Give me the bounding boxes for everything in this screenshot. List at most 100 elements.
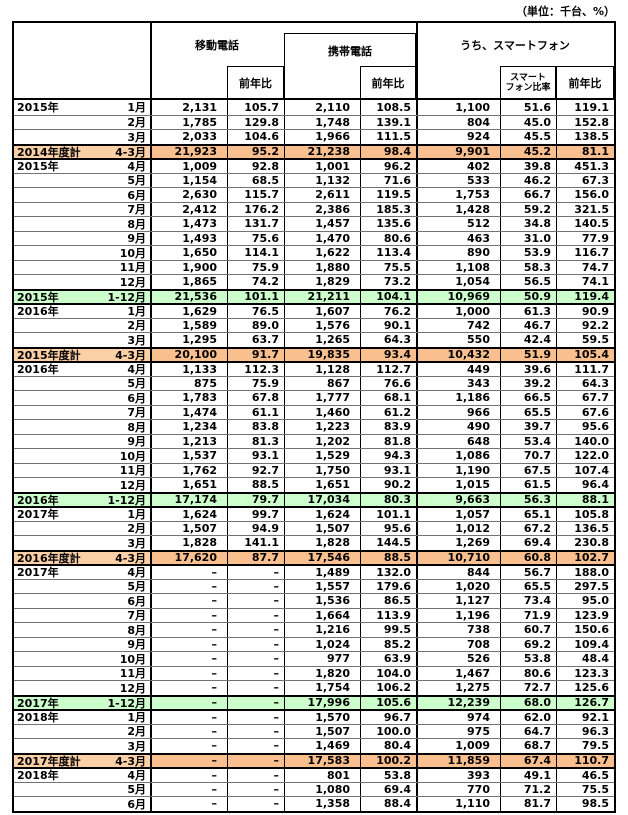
smartphone-ratio-cell: 80.6 [500,666,556,680]
cellphone-yoy-cell: 94.3 [360,449,416,463]
month-label: 2月 [127,319,146,332]
header-smartphone-ratio-line1: スマート [510,72,546,83]
mobile-yoy-cell: – [227,652,284,666]
mobile-yoy-cell: 76.5 [227,305,284,318]
smartphone-value-cell: 10,710 [416,551,500,564]
table-row: 2月 1,785 129.8 1,748 139.1 804 45.0 152.8 [14,114,614,129]
cellphone-value-cell: 1,624 [284,508,360,521]
smartphone-yoy-cell: 98.5 [556,797,614,811]
table-row: 9月 1,213 81.3 1,202 81.8 648 53.4 140.0 [14,433,614,448]
month-label: 1月 [127,711,146,724]
smartphone-value-cell: 9,663 [416,493,500,506]
mobile-yoy-cell: – [227,724,284,738]
period-cell: 10月 [14,652,150,666]
mobile-value-cell: 1,650 [150,246,227,260]
smartphone-ratio-cell: 62.0 [500,711,556,724]
mobile-value-cell: – [150,594,227,608]
cellphone-value-cell: 1,080 [284,782,360,796]
header-cell-phone-label: 携帯電話 [328,44,372,58]
cellphone-yoy-cell: 80.6 [360,231,416,245]
shipment-statistics-table: 移動電話 うち、スマートフォン 携帯電話 前年比 前年比 スマート フォン比率 … [12,21,616,813]
table-row: 2015年 1-12月 21,536 101.1 21,211 104.1 10,969 50… [14,288,614,303]
year-label: 2016年度計 [17,551,81,564]
month-label: 9月 [127,638,146,651]
cellphone-value-cell: 1,469 [284,739,360,753]
month-label: 4-3月 [115,754,146,767]
table-row: 2017年 1-12月 – –17,996 105.6 12,239 68.0 126.7 [14,694,614,709]
smartphone-ratio-cell: 65.5 [500,405,556,419]
mobile-value-cell: 1,828 [150,536,227,550]
month-label: 12月 [119,681,146,695]
mobile-yoy-cell: 81.3 [227,434,284,448]
period-cell: 11月 [14,464,150,477]
month-label: 1-12月 [107,290,146,303]
month-label: 6月 [127,391,146,405]
month-label: 1-12月 [107,696,146,709]
table-row: 6月 1,783 67.8 1,777 68.1 1,186 66.5 67.7 [14,390,614,405]
mobile-value-cell: 1,651 [150,478,227,492]
cellphone-yoy-cell: 93.4 [360,348,416,361]
month-label: 3月 [127,130,146,144]
mobile-yoy-cell: – [227,579,284,593]
smartphone-ratio-cell: 39.8 [500,160,556,173]
smartphone-value-cell: 966 [416,405,500,419]
cellphone-value-cell: 17,546 [284,551,360,564]
cellphone-yoy-cell: 86.5 [360,594,416,608]
smartphone-value-cell: 1,012 [416,521,500,535]
mobile-value-cell: 1,507 [150,521,227,535]
mobile-value-cell: 1,783 [150,391,227,405]
month-label: 7月 [127,203,146,216]
smartphone-yoy-cell: 152.8 [556,115,614,129]
cellphone-yoy-cell: 101.1 [360,508,416,521]
cellphone-value-cell: 2,386 [284,202,360,216]
table-row: 5月 1,154 68.5 1,132 71.6 533 46.2 67.3 [14,172,614,187]
period-cell: 6月 [14,391,150,405]
cellphone-value-cell: 1,828 [284,536,360,550]
table-row: 9月 – –1,024 85.2 708 69.2 109.4 [14,636,614,651]
cellphone-yoy-cell: 108.5 [360,100,416,115]
cellphone-value-cell: 21,238 [284,145,360,158]
month-label: 3月 [127,739,146,753]
period-cell: 2016年度計 4-3月 [14,551,150,564]
period-cell: 3月 [14,333,150,347]
month-label: 8月 [127,217,146,231]
table-row: 7月 1,474 61.1 1,460 61.2 966 65.5 67.6 [14,404,614,419]
unit-note: （単位：千台、%） [515,5,615,18]
month-label: 6月 [127,594,146,608]
mobile-value-cell: – [150,579,227,593]
cellphone-value-cell: 1,607 [284,305,360,318]
year-label: 2017年 [17,696,59,709]
mobile-yoy-cell: – [227,637,284,651]
smartphone-yoy-cell: 119.4 [556,290,614,303]
table-row: 12月 – –1,754 106.2 1,275 72.7 125.6 [14,680,614,695]
month-label: 1-12月 [107,493,146,506]
period-cell: 12月 [14,681,150,695]
smartphone-yoy-cell: 321.5 [556,202,614,216]
mobile-yoy-cell: – [227,594,284,608]
cellphone-value-cell: 1,001 [284,160,360,173]
table-row: 5月 – –1,557 179.6 1,020 65.5 297.5 [14,578,614,593]
cellphone-yoy-cell: 105.6 [360,696,416,709]
smartphone-value-cell: 533 [416,173,500,187]
table-row: 2014年度計 4-3月 21,923 95.2 21,238 98.4 9,901 45.2… [14,143,614,158]
table-row: 6月 – –1,358 88.4 1,110 81.7 98.5 [14,796,614,811]
smartphone-value-cell: 11,859 [416,754,500,767]
cellphone-value-cell: 1,507 [284,724,360,738]
smartphone-ratio-cell: 45.0 [500,115,556,129]
mobile-value-cell: 2,033 [150,130,227,144]
mobile-yoy-cell: 67.8 [227,391,284,405]
cellphone-yoy-cell: 80.4 [360,739,416,753]
smartphone-ratio-cell: 49.1 [500,769,556,782]
month-label: 7月 [127,609,146,622]
table-row: 12月 1,865 74.2 1,829 73.2 1,054 56.5 74.1 [14,274,614,289]
cellphone-yoy-cell: 95.6 [360,521,416,535]
mobile-yoy-cell: – [227,711,284,724]
smartphone-ratio-cell: 66.5 [500,391,556,405]
smartphone-yoy-cell: 116.7 [556,246,614,260]
period-cell: 9月 [14,435,150,448]
header-smartphone-ratio: スマート フォン比率 [500,66,556,98]
month-label: 5月 [127,783,146,796]
mobile-yoy-cell: 93.1 [227,449,284,463]
smartphone-yoy-cell: 96.3 [556,724,614,738]
cellphone-yoy-cell: 53.8 [360,769,416,782]
